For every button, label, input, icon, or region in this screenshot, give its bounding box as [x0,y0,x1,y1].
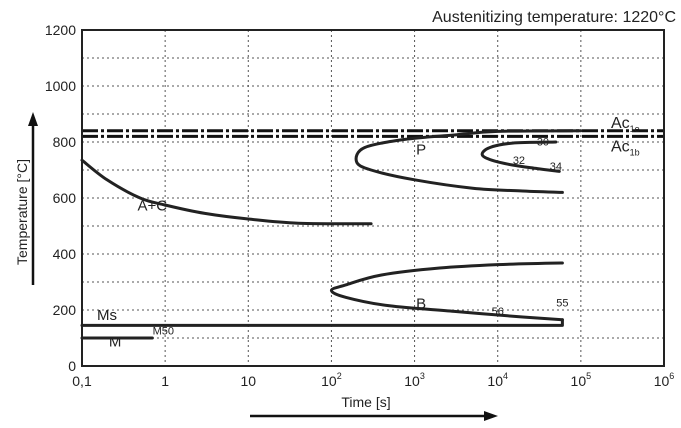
annotation-label: Ms [97,307,117,324]
x-tick-label: 10 [240,373,256,389]
series-line [80,158,373,226]
plot-frame [81,29,665,367]
y-tick-label: 600 [53,190,77,206]
annotation-label: 55 [556,297,568,309]
grid [82,30,664,366]
y-tick-label: 0 [68,358,76,374]
annotation-label: P [416,142,426,159]
x-tick-label: 103 [404,371,425,389]
chart-title: Austenitizing temperature: 1220°C [432,9,676,26]
x-tick-label: 104 [487,371,508,389]
annotation-label: A+C [137,198,167,215]
y-tick-label: 800 [53,134,77,150]
y-tick-label: 200 [53,302,77,318]
annotation-label: 56 [492,306,504,318]
series-line [80,318,564,327]
reference-line-label: Ac1e [611,115,640,134]
x-tick-label: 1 [161,373,169,389]
x-axis-arrowhead [484,411,498,421]
y-axis-arrowhead [28,112,38,126]
annotation-label: 32 [513,155,525,167]
series-layer [80,129,583,340]
annotation-label: M [109,333,122,350]
x-tick-label: 0,1 [72,373,92,389]
annotation-label: M50 [153,326,174,338]
series-line [480,140,561,173]
series-line [329,261,564,322]
y-tick-labels: 0 200 400 600 800 1000 1200 [45,22,76,374]
annotation-label: B [416,296,426,313]
annotations: P A+C B Ms M50 M 30 32 34 56 55 [97,137,569,351]
x-axis-title: Time [s] [341,394,390,410]
reference-lines: Ac1e Ac1b [82,115,664,157]
reference-line-label: Ac1b [611,138,640,157]
y-tick-label: 400 [53,246,77,262]
series-line [354,129,583,194]
y-tick-label: 1000 [45,78,76,94]
y-tick-label: 1200 [45,22,76,38]
y-axis-title: Temperature [°C] [14,159,30,265]
x-tick-label: 106 [654,371,675,389]
annotation-label: 30 [537,137,549,149]
x-tick-label: 105 [571,371,592,389]
annotation-label: 34 [550,161,562,173]
x-tick-labels: 0,1 1 10 102 103 104 105 106 [72,371,674,389]
x-tick-label: 102 [321,371,342,389]
